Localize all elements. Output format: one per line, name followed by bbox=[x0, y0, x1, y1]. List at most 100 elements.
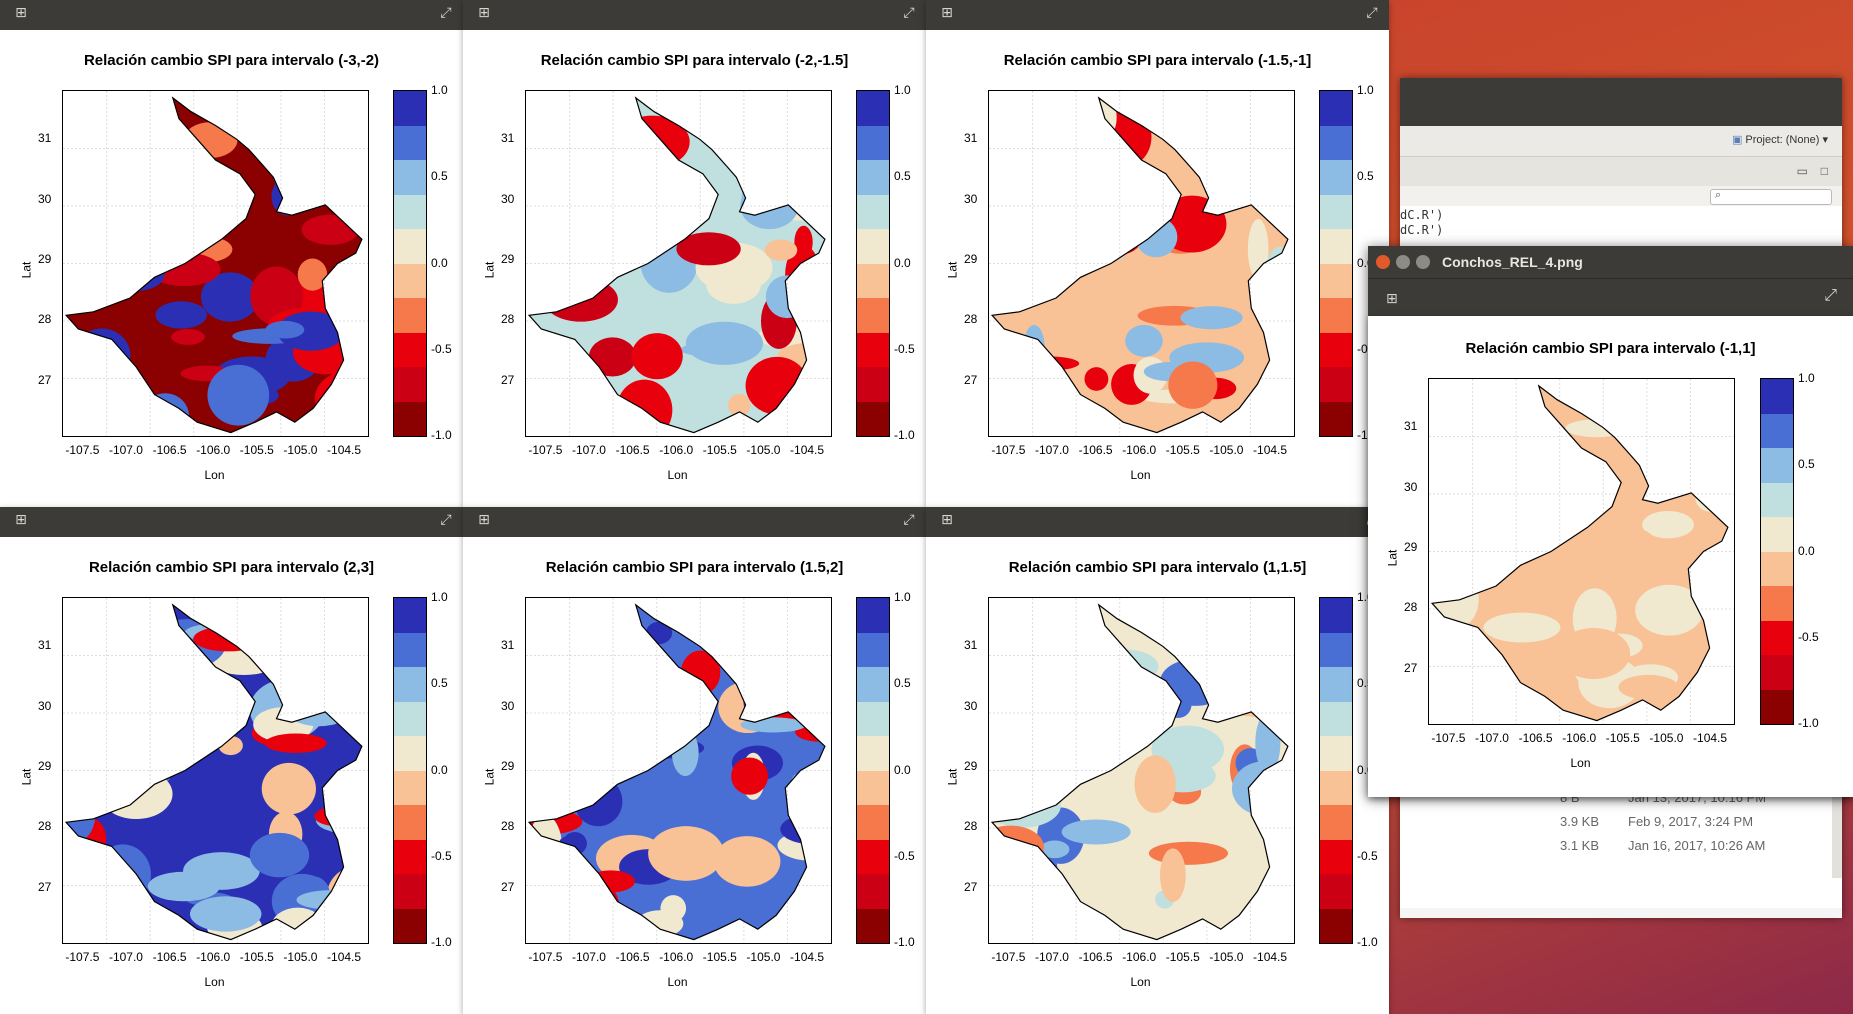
viewer-titlebar[interactable]: Conchos_REL_4.png bbox=[1368, 246, 1853, 278]
lon-tick-label: -105.5 bbox=[702, 443, 737, 457]
colorbar-swatch bbox=[394, 736, 426, 771]
colorbar bbox=[1319, 597, 1353, 944]
colorbar-swatch bbox=[1320, 667, 1352, 702]
expand-icon[interactable]: ⤢ bbox=[440, 511, 452, 527]
lon-tick-label: -105.5 bbox=[1165, 950, 1200, 964]
colorbar-label: -1.0 bbox=[431, 935, 452, 949]
field-patch bbox=[586, 870, 635, 893]
colorbar-swatch bbox=[1320, 598, 1352, 633]
minimize-pane-icon[interactable]: ▭ bbox=[1796, 164, 1808, 178]
colorbar-label: 0.0 bbox=[1798, 543, 1815, 558]
field-patch bbox=[1003, 788, 1046, 814]
field-patch bbox=[645, 621, 673, 645]
add-icon[interactable]: ⊞ bbox=[478, 511, 490, 527]
minimize-window-icon[interactable] bbox=[1396, 255, 1410, 269]
maximize-window-icon[interactable] bbox=[1416, 255, 1430, 269]
lon-tick-label: -107.0 bbox=[1034, 443, 1069, 457]
file-row[interactable]: 3.9 KB Feb 9, 2017, 3:24 PM bbox=[1400, 810, 1842, 834]
plot-window-header[interactable]: ⊞⤢ bbox=[0, 0, 463, 30]
basin-map bbox=[989, 598, 1294, 943]
lon-tick-label: -106.5 bbox=[615, 950, 650, 964]
expand-icon[interactable]: ⤢ bbox=[440, 4, 452, 20]
maximize-pane-icon[interactable]: □ bbox=[1820, 164, 1828, 178]
field-patch bbox=[331, 627, 352, 660]
basin-outline bbox=[64, 603, 363, 941]
colorbar-swatch bbox=[1761, 517, 1793, 552]
field-patch bbox=[1618, 674, 1679, 700]
colorbar-swatch bbox=[394, 805, 426, 840]
plot-window-header[interactable]: ⊞⤢ bbox=[926, 507, 1389, 537]
field-patch bbox=[1008, 97, 1030, 143]
colorbar-swatch bbox=[1320, 263, 1352, 298]
field-patch bbox=[756, 101, 805, 158]
field-patch bbox=[1233, 97, 1288, 145]
colorbar-swatch bbox=[857, 839, 889, 874]
lat-tick-label: 27 bbox=[964, 879, 978, 894]
plot-window-header[interactable]: ⊞⤢ bbox=[0, 507, 463, 537]
map-plot-area bbox=[1428, 378, 1735, 725]
lon-tick-label: -106.5 bbox=[1518, 731, 1553, 745]
search-input[interactable]: ⌕ bbox=[1710, 189, 1832, 205]
lon-tick-label: -106.5 bbox=[152, 950, 187, 964]
lon-tick-label: -106.5 bbox=[152, 443, 187, 457]
colorbar-swatch bbox=[857, 91, 889, 126]
add-icon[interactable]: ⊞ bbox=[941, 4, 953, 20]
expand-icon[interactable]: ⤢ bbox=[1366, 4, 1378, 20]
field-patch bbox=[1040, 840, 1070, 859]
lat-tick-label: 27 bbox=[38, 372, 52, 387]
field-patch bbox=[72, 357, 138, 403]
colorbar-label: 1.0 bbox=[894, 83, 911, 97]
y-axis-label: Lat bbox=[482, 261, 497, 278]
field-patch bbox=[249, 832, 310, 878]
lon-tick-label: -107.5 bbox=[65, 443, 100, 457]
colorbar-label: -1.0 bbox=[1798, 716, 1819, 730]
add-icon[interactable]: ⊞ bbox=[15, 511, 27, 527]
lat-tick-label: 29 bbox=[501, 759, 515, 774]
map-plot-area bbox=[62, 90, 369, 437]
basin-outline bbox=[1430, 384, 1729, 722]
basin-map bbox=[1429, 379, 1734, 724]
plot-window-header[interactable]: ⊞⤢ bbox=[463, 507, 926, 537]
plot-title: Relación cambio SPI para intervalo (-1.5… bbox=[1003, 52, 1312, 69]
plot-window-header[interactable]: ⊞⤢ bbox=[463, 0, 926, 30]
project-menu[interactable]: ▣ Project: (None) ▾ bbox=[1732, 133, 1828, 146]
expand-icon[interactable]: ⤢ bbox=[1824, 287, 1837, 304]
field-patch bbox=[1611, 502, 1632, 537]
colorbar-swatch bbox=[394, 229, 426, 264]
expand-icon[interactable]: ⤢ bbox=[903, 511, 915, 527]
field-patch bbox=[1642, 511, 1694, 539]
colorbar-swatch bbox=[857, 332, 889, 367]
close-window-icon[interactable] bbox=[1376, 255, 1390, 269]
lat-tick-label: 31 bbox=[1404, 419, 1418, 434]
add-icon[interactable]: ⊞ bbox=[941, 511, 953, 527]
add-icon[interactable]: ⊞ bbox=[478, 4, 490, 20]
field-patch bbox=[1051, 263, 1089, 280]
field-patch bbox=[158, 676, 198, 730]
colorbar-label: 0.5 bbox=[1798, 457, 1815, 472]
field-patch bbox=[1099, 215, 1143, 255]
colorbar-label: -1.0 bbox=[1357, 935, 1378, 949]
field-patch bbox=[564, 680, 625, 696]
console-line: dC.R') bbox=[1400, 223, 1444, 237]
lon-tick-label: -107.0 bbox=[571, 950, 606, 964]
field-patch bbox=[193, 626, 264, 652]
viewer-plot: Relación cambio SPI para intervalo (-1,1… bbox=[1368, 316, 1853, 797]
plot-title: Relación cambio SPI para intervalo (-1,1… bbox=[1465, 340, 1756, 357]
add-icon[interactable]: ⊞ bbox=[1386, 290, 1398, 306]
file-row[interactable]: 3.1 KB Jan 16, 2017, 10:26 AM bbox=[1400, 834, 1842, 858]
field-patch bbox=[548, 647, 590, 689]
field-patch bbox=[318, 172, 362, 193]
colorbar-swatch bbox=[857, 908, 889, 943]
expand-icon[interactable]: ⤢ bbox=[903, 4, 915, 20]
plot-window-header[interactable]: ⊞⤢ bbox=[926, 0, 1389, 30]
field-patch bbox=[715, 132, 790, 160]
lat-tick-label: 28 bbox=[964, 312, 978, 327]
colorbar bbox=[856, 597, 890, 944]
colorbar-label: 1.0 bbox=[1798, 371, 1815, 385]
add-icon[interactable]: ⊞ bbox=[15, 4, 27, 20]
field-patch bbox=[1245, 669, 1276, 706]
field-patch bbox=[265, 320, 305, 339]
field-patch bbox=[1539, 475, 1565, 496]
viewer-toolbar: ⊞ ⤢ bbox=[1368, 278, 1853, 317]
field-patch bbox=[1649, 394, 1724, 421]
